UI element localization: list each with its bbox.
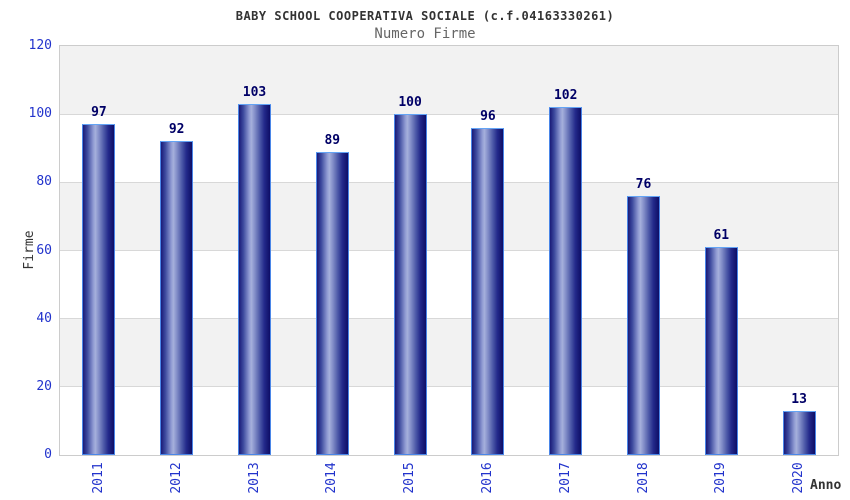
y-tick-label: 100 [28, 106, 52, 122]
x-tick-label: 2016 [479, 462, 495, 494]
bar-value-label: 103 [242, 84, 267, 100]
y-tick-label: 60 [36, 242, 52, 258]
bar-value-label: 96 [480, 108, 496, 124]
x-tick-label: 2014 [324, 462, 340, 494]
bar [782, 410, 816, 455]
x-tick-label: 2013 [246, 462, 262, 494]
chart-title: BABY SCHOOL COOPERATIVA SOCIALE (c.f.041… [235, 9, 615, 23]
plot-area: 97 92 103 89 100 96 102 76 61 13 [59, 45, 839, 456]
y-tick-label: 120 [28, 38, 52, 53]
x-tick-label: 2015 [402, 462, 418, 494]
bar-value-label: 89 [324, 132, 341, 148]
bar [238, 103, 271, 455]
gridline [60, 181, 838, 183]
x-tick-label: 2017 [557, 462, 573, 494]
x-tick-label: 2020 [791, 462, 807, 494]
gridline [60, 113, 838, 115]
bar [82, 124, 116, 455]
bar [704, 247, 738, 455]
plot-band [60, 46, 838, 115]
bar [471, 127, 505, 455]
bar-value-label: 61 [713, 228, 730, 244]
x-tick-label: 2018 [635, 462, 651, 494]
bar-value-label: 76 [635, 176, 652, 192]
bar-value-label: 92 [168, 122, 185, 138]
bar-value-label: 100 [398, 95, 422, 111]
x-tick-label: 2012 [168, 462, 184, 494]
bar-value-label: 102 [553, 88, 578, 104]
gridline [60, 386, 838, 388]
y-tick-label: 0 [44, 447, 52, 462]
bar [160, 141, 194, 455]
x-axis-label: Anno [810, 478, 842, 493]
y-tick-label: 40 [36, 310, 52, 326]
y-tick-label: 20 [36, 378, 52, 394]
bar [315, 151, 349, 455]
bar-value-label: 97 [91, 105, 107, 121]
chart-subtitle: Numero Firme [374, 26, 476, 42]
bar [627, 195, 660, 455]
bar-value-label: 13 [791, 391, 807, 407]
bar [549, 107, 583, 455]
y-tick-label: 80 [36, 174, 52, 190]
gridline [60, 250, 838, 251]
x-tick-label: 2011 [90, 462, 106, 494]
x-axis-ticks: 2011 2012 2013 2014 2015 2016 2017 2018 2019 2020 [60, 455, 838, 500]
x-tick-label: 2019 [713, 462, 729, 494]
y-axis-ticks: 0 20 40 60 80 100 120 [0, 38, 52, 462]
gridline [60, 318, 838, 320]
bar [393, 114, 427, 455]
